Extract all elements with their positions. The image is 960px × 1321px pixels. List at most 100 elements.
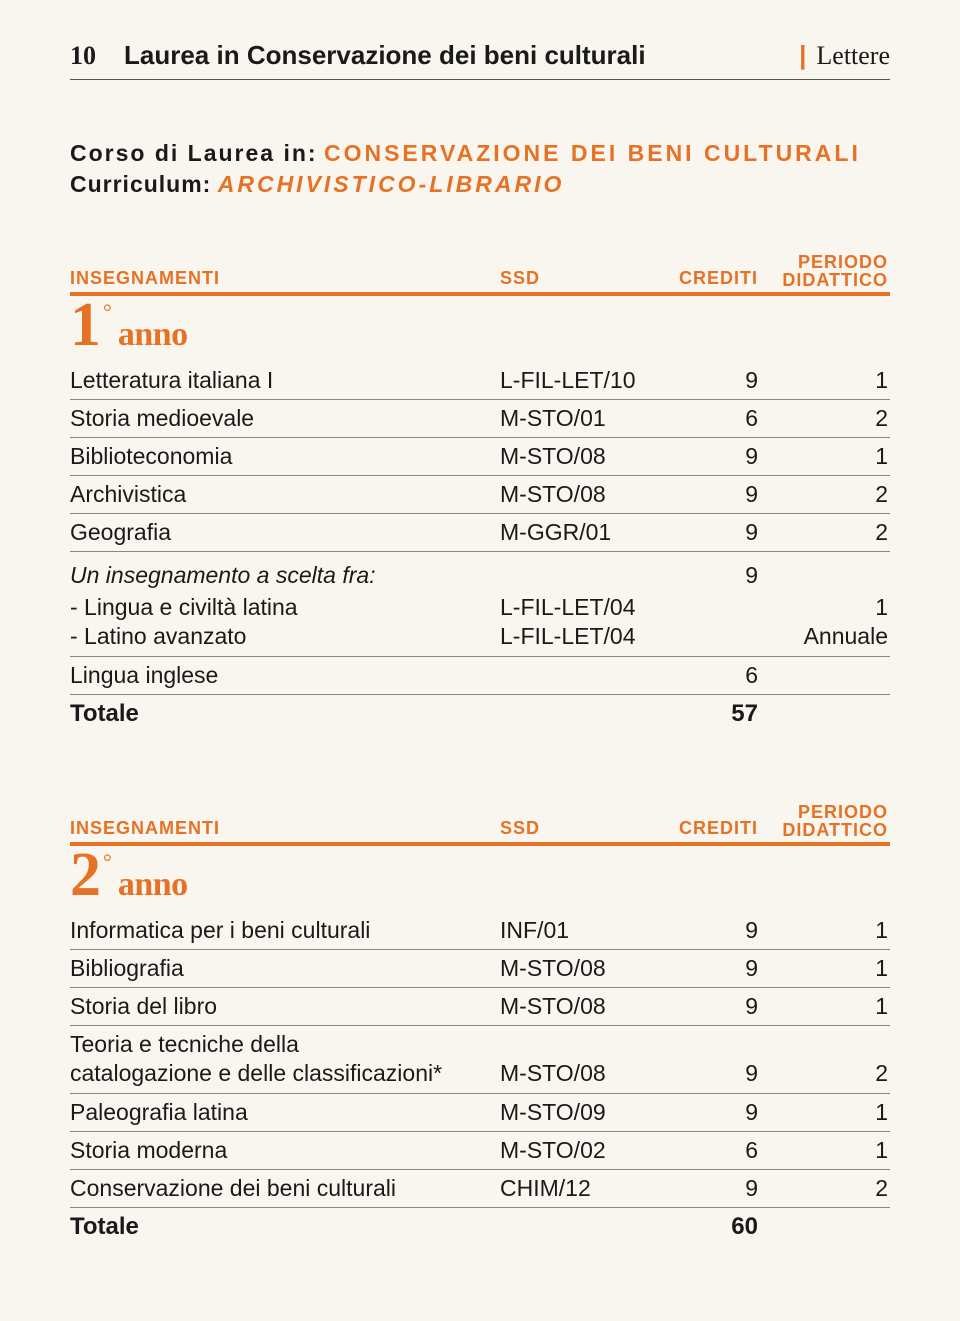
curriculum-label: Curriculum:: [70, 171, 211, 197]
table-header-row: INSEGNAMENTI SSD CREDITI PERIODO DIDATTI…: [70, 253, 890, 296]
periodo-top: PERIODO: [770, 253, 888, 271]
multiline-line1: Teoria e tecniche della: [70, 1031, 500, 1058]
curriculum-line: Curriculum: ARCHIVISTICO-LIBRARIO: [70, 171, 890, 198]
periodo-top: PERIODO: [770, 803, 888, 821]
table-row: Lingua inglese 6: [70, 657, 890, 695]
col-header-crediti: CREDITI: [670, 818, 770, 839]
table-header-row: INSEGNAMENTI SSD CREDITI PERIODO DIDATTI…: [70, 803, 890, 846]
row-ssd: M-STO/08: [500, 443, 670, 470]
row-name: - Lingua e civiltà latina: [70, 594, 500, 621]
row-cred: 9: [670, 1175, 770, 1202]
row-name: Bibliografia: [70, 955, 500, 982]
row-cred: 9: [670, 955, 770, 982]
page-title: Laurea in Conservazione dei beni cultura…: [124, 40, 789, 71]
row-ssd: INF/01: [500, 917, 670, 944]
multiline-per: 2: [770, 1060, 888, 1087]
table-row: Conservazione dei beni culturaliCHIM/129…: [70, 1170, 890, 1208]
row-ssd: L-FIL-LET/04: [500, 594, 670, 621]
total-label: Totale: [70, 700, 500, 728]
row-name: Storia del libro: [70, 993, 500, 1020]
year1-choice-group: Un insegnamento a scelta fra: 9 - Lingua…: [70, 552, 890, 657]
row-ssd: M-GGR/01: [500, 519, 670, 546]
row-cred: 9: [670, 519, 770, 546]
row-cred: 9: [670, 1099, 770, 1126]
table-row: GeografiaM-GGR/0192: [70, 514, 890, 552]
year2-table: INSEGNAMENTI SSD CREDITI PERIODO DIDATTI…: [70, 803, 890, 1246]
table-row: Informatica per i beni culturaliINF/0191: [70, 912, 890, 950]
year2-degree: °: [103, 849, 112, 875]
row-name: Letteratura italiana I: [70, 367, 500, 394]
year1-table: INSEGNAMENTI SSD CREDITI PERIODO DIDATTI…: [70, 253, 890, 733]
col-header-crediti: CREDITI: [670, 268, 770, 289]
row-per: 1: [770, 443, 888, 470]
row-per: 1: [770, 1099, 888, 1126]
row-per: 2: [770, 519, 888, 546]
row-name: Lingua inglese: [70, 662, 500, 689]
page-header: 10 Laurea in Conservazione dei beni cult…: [70, 40, 890, 80]
row-ssd: L-FIL-LET/04: [500, 623, 670, 650]
periodo-bot: DIDATTICO: [770, 271, 888, 289]
table-row: Storia modernaM-STO/0261: [70, 1132, 890, 1170]
table-row: BibliografiaM-STO/0891: [70, 950, 890, 988]
row-per: 1: [770, 367, 888, 394]
col-header-ssd: SSD: [500, 818, 670, 839]
table-row: BiblioteconomiaM-STO/0891: [70, 438, 890, 476]
table-row: Storia del libroM-STO/0891: [70, 988, 890, 1026]
multiline-line2: catalogazione e delle classificazioni*: [70, 1060, 500, 1087]
row-cred: 9: [670, 917, 770, 944]
row-cred: 6: [670, 405, 770, 432]
row-name: Informatica per i beni culturali: [70, 917, 500, 944]
year1-degree: °: [103, 299, 112, 325]
total-value: 60: [670, 1213, 770, 1241]
row-cred: 6: [670, 662, 770, 689]
col-header-periodo: PERIODO DIDATTICO: [770, 253, 888, 289]
row-name: Storia medioevale: [70, 405, 500, 432]
row-cred: 9: [670, 481, 770, 508]
year2-multiline-row: Teoria e tecniche della catalogazione e …: [70, 1026, 890, 1094]
year1-word: anno: [118, 316, 188, 354]
multiline-cred: 9: [670, 1060, 770, 1087]
row-per: 2: [770, 481, 888, 508]
row-ssd: L-FIL-LET/10: [500, 367, 670, 394]
table-row: Storia medioevaleM-STO/0162: [70, 400, 890, 438]
col-header-periodo: PERIODO DIDATTICO: [770, 803, 888, 839]
row-per: 1: [770, 1137, 888, 1164]
choice-item: - Lingua e civiltà latinaL-FIL-LET/04 1: [70, 594, 890, 623]
page-number: 10: [70, 41, 96, 71]
row-name: Paleografia latina: [70, 1099, 500, 1126]
col-header-insegnamenti: INSEGNAMENTI: [70, 818, 500, 839]
choice-group-title: Un insegnamento a scelta fra:: [70, 557, 500, 589]
row-ssd: M-STO/09: [500, 1099, 670, 1126]
year2-total: Totale 60: [70, 1208, 890, 1246]
year2-word: anno: [118, 866, 188, 904]
row-name: Geografia: [70, 519, 500, 546]
corso-label: Corso di Laurea in:: [70, 140, 318, 166]
table-row: Letteratura italiana IL-FIL-LET/1091: [70, 362, 890, 400]
row-per: 1: [770, 594, 888, 621]
row-ssd: M-STO/02: [500, 1137, 670, 1164]
row-cred: 9: [670, 993, 770, 1020]
row-ssd: M-STO/08: [500, 481, 670, 508]
year2-number: 2: [70, 848, 101, 904]
row-name: Archivistica: [70, 481, 500, 508]
corso-value: CONSERVAZIONE DEI BENI CULTURALI: [324, 140, 861, 166]
faculty-label: Lettere: [816, 41, 890, 71]
col-header-insegnamenti: INSEGNAMENTI: [70, 268, 500, 289]
total-label: Totale: [70, 1213, 500, 1241]
row-per: Annuale: [770, 623, 888, 650]
multiline-ssd: M-STO/08: [500, 1060, 670, 1087]
row-per: 1: [770, 993, 888, 1020]
year1-badge: 1 ° anno: [70, 298, 890, 354]
row-name: Storia moderna: [70, 1137, 500, 1164]
table-row: ArchivisticaM-STO/0892: [70, 476, 890, 514]
curriculum-value: ARCHIVISTICO-LIBRARIO: [218, 171, 565, 197]
year1-number: 1: [70, 298, 101, 354]
choice-item: - Latino avanzatoL-FIL-LET/04Annuale: [70, 623, 890, 652]
row-cred: 6: [670, 1137, 770, 1164]
row-ssd: CHIM/12: [500, 1175, 670, 1202]
row-cred: 9: [670, 367, 770, 394]
row-ssd: M-STO/08: [500, 993, 670, 1020]
row-name: Biblioteconomia: [70, 443, 500, 470]
col-header-ssd: SSD: [500, 268, 670, 289]
row-ssd: M-STO/08: [500, 955, 670, 982]
